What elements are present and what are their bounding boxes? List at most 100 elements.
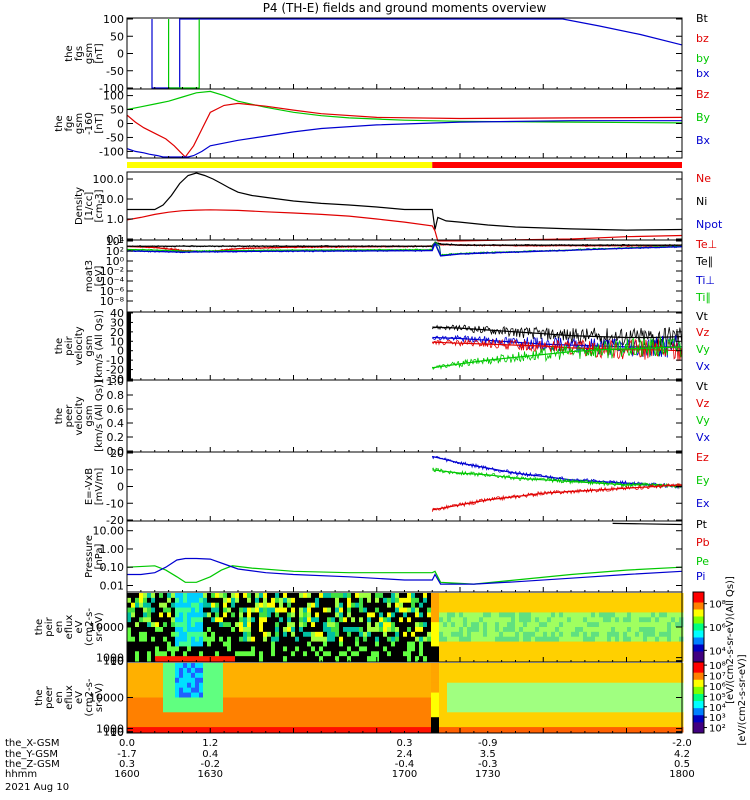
spectrogram-cell: [455, 641, 460, 647]
spectrogram-cell: [659, 597, 664, 604]
spectrogram-cell: [387, 687, 392, 694]
spectrogram-cell: [411, 717, 416, 723]
spectrogram-cell: [307, 712, 312, 718]
spectrogram-cell: [383, 607, 388, 613]
spectrogram-cell: [283, 656, 288, 662]
spectrogram-cell: [507, 627, 512, 633]
spectrogram-cell: [375, 722, 380, 728]
spectrogram-cell: [351, 607, 356, 613]
spectrogram-cell: [291, 636, 296, 643]
spectrogram-cell: [355, 651, 360, 657]
panel-1: [126, 17, 683, 90]
spectrogram-cell: [615, 687, 620, 694]
spectrogram-cell: [615, 656, 620, 662]
spectrogram-cell: [195, 627, 200, 633]
spectrogram-cell: [203, 641, 208, 647]
spectrogram-cell: [623, 651, 628, 657]
spectrogram-cell: [219, 697, 224, 703]
spectrogram-cell: [615, 597, 620, 604]
spectrogram-cell: [219, 672, 224, 679]
spectrogram-cell: [503, 727, 508, 733]
spectrogram-cell: [179, 612, 184, 618]
spectrogram-cell: [343, 656, 348, 662]
spectrogram-cell: [431, 593, 436, 599]
spectrogram-cell: [347, 612, 352, 618]
spectrogram-cell: [463, 682, 468, 689]
plot-title: P4 (TH-E) fields and ground moments over…: [262, 1, 547, 15]
spectrogram-cell: [443, 722, 448, 728]
spectrogram-cell: [299, 612, 304, 618]
spectrogram-cell: [339, 712, 344, 718]
spectrogram-cell: [643, 617, 648, 623]
spectrogram-cell: [587, 617, 592, 623]
legend-entry: Vt: [696, 310, 709, 323]
spectrogram-cell: [131, 593, 136, 599]
spectrogram-cell: [143, 627, 148, 633]
spectrogram-cell: [403, 717, 408, 723]
spectrogram-cell: [167, 727, 172, 733]
spectrogram-cell: [663, 717, 668, 723]
spectrogram-cell: [283, 672, 288, 679]
spectrogram-cell: [127, 667, 132, 674]
spectrogram-cell: [659, 617, 664, 623]
spectrogram-cell: [443, 607, 448, 613]
spectrogram-cell: [523, 622, 528, 628]
spectrogram-cell: [383, 692, 388, 698]
spectrogram-cell: [255, 646, 260, 652]
spectrogram-cell: [355, 656, 360, 662]
spectrogram-cell: [667, 672, 672, 679]
spectrogram-cell: [643, 722, 648, 728]
spectrogram-cell: [611, 677, 616, 684]
spectrogram-cell: [223, 631, 228, 638]
spectrogram-cell: [351, 663, 356, 669]
spectrogram-cell: [327, 631, 332, 638]
spectrogram-cell: [547, 646, 552, 652]
spectrogram-cell: [339, 597, 344, 604]
spectrogram-cell: [631, 702, 636, 708]
spectrogram-cell: [471, 617, 476, 623]
spectrogram-cell: [171, 656, 176, 662]
spectrogram-cell: [571, 636, 576, 643]
spectrogram-cell: [431, 672, 436, 679]
spectrogram-cell: [319, 593, 324, 599]
colorbar-cell: [693, 708, 704, 713]
spectrogram-cell: [371, 667, 376, 674]
spectrogram-cell: [207, 692, 212, 698]
spectrogram-cell: [395, 607, 400, 613]
spectrogram-cell: [315, 717, 320, 723]
spectrogram-cell: [443, 712, 448, 718]
spectrogram-cell: [475, 692, 480, 698]
spectrogram-cell: [671, 597, 676, 604]
spectrogram-cell: [639, 656, 644, 662]
spectrogram-cell: [363, 663, 368, 669]
spectrogram-cell: [343, 677, 348, 684]
spectrogram-cell: [263, 641, 268, 647]
spectrogram-cell: [555, 656, 560, 662]
spectrogram-cell: [263, 722, 268, 728]
spectrogram-cell: [615, 707, 620, 713]
spectrogram-cell: [455, 607, 460, 613]
spectrogram-cell: [443, 672, 448, 679]
spectrogram-cell: [407, 707, 412, 713]
colorbar-cell: [693, 672, 704, 677]
spectrogram-cell: [583, 636, 588, 643]
spectrogram-cell: [239, 597, 244, 604]
spectrogram-cell: [487, 656, 492, 662]
spectrogram-cell: [499, 687, 504, 694]
spectrogram-cell: [459, 593, 464, 599]
spectrogram-cell: [151, 682, 156, 689]
spectrogram-cell: [131, 597, 136, 604]
spectrogram-cell: [287, 682, 292, 689]
spectrogram-cell: [159, 677, 164, 684]
spectrogram-cell: [551, 663, 556, 669]
spectrogram-cell: [555, 631, 560, 638]
spectrogram-cell: [507, 663, 512, 669]
spectrogram-cell: [427, 663, 432, 669]
spectrogram-cell: [243, 677, 248, 684]
spectrogram-cell: [483, 717, 488, 723]
spectrogram-cell: [187, 602, 192, 609]
spectrogram-cell: [127, 646, 132, 652]
spectrogram-cell: [231, 646, 236, 652]
spectrogram-cell: [427, 677, 432, 684]
spectrogram-cell: [547, 712, 552, 718]
